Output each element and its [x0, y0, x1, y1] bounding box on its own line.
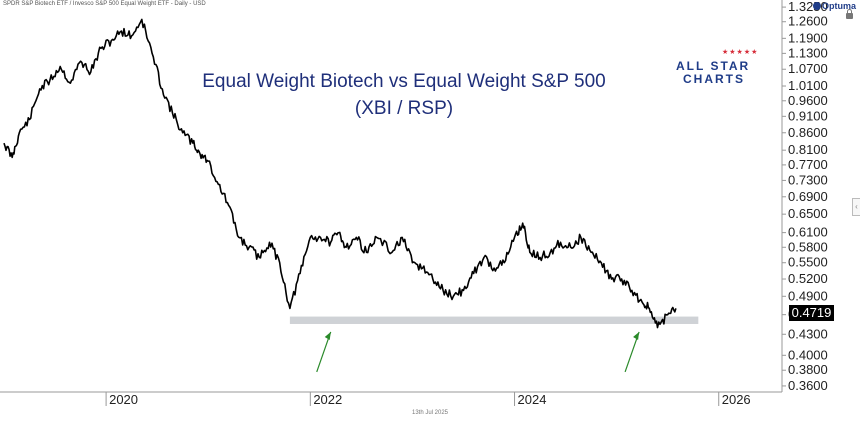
- y-tick-label: 1.2600: [788, 14, 828, 29]
- y-tick-label: 0.5800: [788, 239, 828, 254]
- y-tick-label: 1.0700: [788, 61, 828, 76]
- series-description: SPDR S&P Biotech ETF / Invesco S&P 500 E…: [3, 1, 206, 7]
- side-panel-handle[interactable]: ‹: [852, 198, 860, 216]
- y-tick-label: 0.9600: [788, 93, 828, 108]
- y-tick-label: 0.6100: [788, 225, 828, 240]
- all-star-charts-logo: ★★★★★ ALL STAR CHARTS: [672, 48, 772, 98]
- price-line-layer: [3, 18, 677, 329]
- x-tick-label: 2026: [722, 392, 751, 407]
- arrow-layer: [316, 331, 640, 373]
- y-tick-label: 1.1300: [788, 45, 828, 60]
- y-tick-label: 0.5500: [788, 255, 828, 270]
- optuma-brand: Optuma: [812, 1, 856, 11]
- chart-title-block: Equal Weight Biotech vs Equal Weight S&P…: [202, 68, 605, 122]
- chart-title: Equal Weight Biotech vs Equal Weight S&P…: [202, 71, 606, 92]
- y-tick-label: 0.9100: [788, 108, 828, 123]
- price-line: [3, 18, 677, 329]
- footer-date: 13th Jul 2025: [411, 410, 449, 416]
- y-tick-label: 0.8600: [788, 125, 828, 140]
- x-tick-label: 2024: [518, 392, 547, 407]
- y-tick-label: 0.5200: [788, 271, 828, 286]
- arrow-2-head: [633, 331, 640, 340]
- logo-line2: CHARTS: [683, 72, 745, 86]
- y-tick-label: 0.3600: [788, 378, 828, 393]
- support-band-layer: [289, 316, 699, 324]
- y-tick-label: 0.6900: [788, 189, 828, 204]
- lock-icon[interactable]: [846, 9, 853, 19]
- x-tick-label: 2022: [313, 392, 342, 407]
- axis-layer: 1.32501.26001.19001.13001.07001.01000.96…: [0, 0, 828, 407]
- arrow-1-head: [324, 331, 331, 340]
- brand-text: Optuma: [821, 1, 856, 11]
- last-value-tag: 0.4719: [789, 305, 834, 321]
- y-tick-label: 1.0100: [788, 78, 828, 93]
- y-tick-label: 0.6500: [788, 206, 828, 221]
- y-tick-label: 0.4000: [788, 347, 828, 362]
- y-tick-label: 0.3800: [788, 362, 828, 377]
- y-tick-label: 0.4300: [788, 326, 828, 341]
- y-tick-label: 0.4900: [788, 288, 828, 303]
- support-band: [289, 316, 699, 324]
- chart-subtitle: (XBI / RSP): [354, 98, 454, 119]
- logo-text: ALL STAR CHARTS: [676, 60, 750, 86]
- y-tick-label: 0.8100: [788, 142, 828, 157]
- y-tick-label: 0.7700: [788, 157, 828, 172]
- x-tick-label: 2020: [109, 392, 138, 407]
- logo-stars: ★★★★★: [722, 49, 759, 56]
- logo-line1: ALL STAR: [676, 59, 751, 73]
- optuma-logo-icon: [812, 2, 821, 10]
- y-tick-label: 1.1900: [788, 30, 828, 45]
- y-tick-label: 0.7300: [788, 172, 828, 187]
